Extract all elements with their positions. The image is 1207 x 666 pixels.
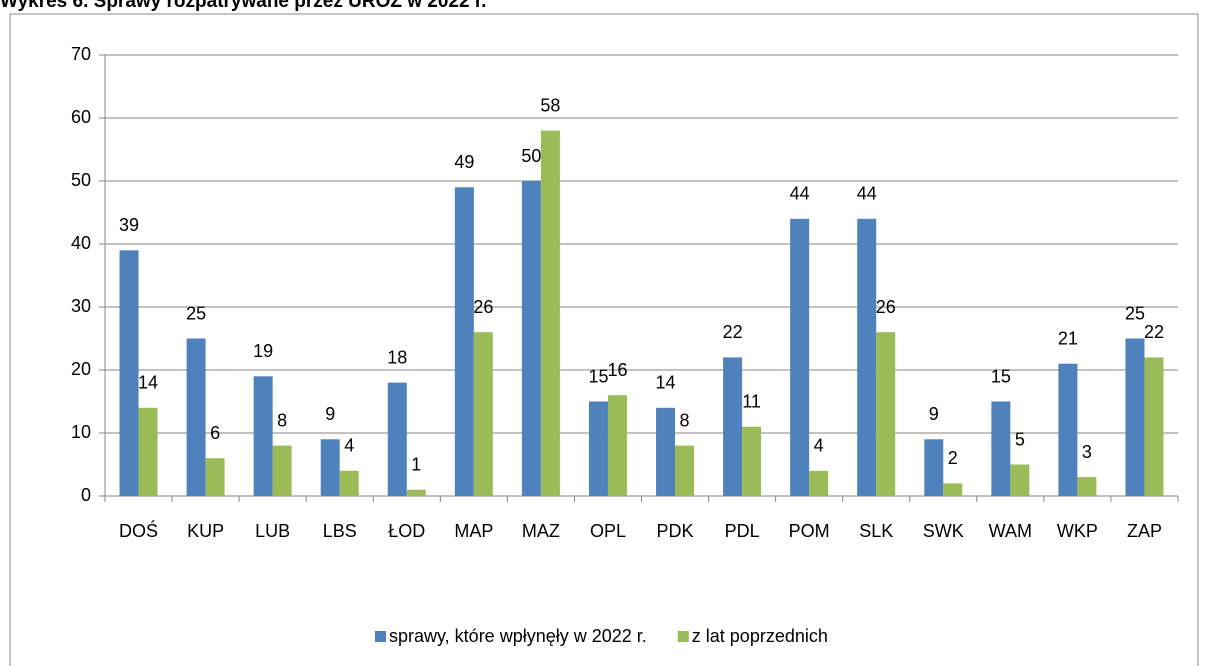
data-label: 18: [387, 347, 407, 367]
data-label: 16: [607, 360, 627, 380]
bar: [588, 401, 608, 496]
data-label: 39: [119, 215, 139, 235]
bar: [1010, 464, 1030, 496]
y-tick-label: 50: [71, 170, 91, 190]
x-tick-label: KUP: [187, 521, 224, 541]
data-label: 8: [277, 410, 287, 430]
bar: [876, 332, 896, 496]
data-label: 4: [814, 436, 824, 456]
bar: [1077, 477, 1097, 496]
legend-label: sprawy, które wpłynęły w 2022 r.: [389, 626, 647, 646]
data-label: 14: [138, 373, 158, 393]
data-label: 8: [680, 410, 690, 430]
bar: [138, 407, 158, 496]
y-tick-label: 60: [71, 107, 91, 127]
data-label: 3: [1082, 442, 1092, 462]
bar: [406, 489, 426, 496]
bar: [272, 445, 292, 496]
x-tick-label: WKP: [1057, 521, 1098, 541]
bar: [186, 338, 206, 496]
bar: [119, 250, 139, 496]
x-tick-label: DOŚ: [119, 520, 158, 541]
data-label: 49: [454, 152, 474, 172]
y-tick-label: 0: [81, 485, 91, 505]
chart-border: [9, 13, 1199, 666]
data-label: 14: [656, 373, 676, 393]
data-label: 15: [588, 366, 608, 386]
x-tick-label: LUB: [255, 521, 290, 541]
x-tick-label: ZAP: [1127, 521, 1162, 541]
bar: [675, 445, 695, 496]
data-label: 58: [540, 95, 560, 115]
bar: [1058, 363, 1078, 496]
bar: [320, 439, 340, 496]
bar: [253, 376, 273, 496]
bar: [205, 458, 225, 496]
data-label: 2: [948, 448, 958, 468]
y-tick-label: 20: [71, 359, 91, 379]
x-tick-label: MAP: [454, 521, 493, 541]
bar: [339, 470, 359, 496]
legend-swatch: [677, 631, 689, 642]
data-label: 44: [790, 184, 810, 204]
x-tick-label: MAZ: [522, 521, 560, 541]
bar: [521, 181, 541, 496]
bar: [1125, 338, 1145, 496]
bar: [924, 439, 944, 496]
data-label: 9: [929, 404, 939, 424]
data-label: 19: [253, 341, 273, 361]
bar: [790, 218, 810, 497]
data-label: 50: [521, 146, 541, 166]
data-label: 22: [723, 322, 743, 342]
x-tick-label: ŁOD: [388, 521, 425, 541]
bar: [943, 483, 963, 496]
legend-swatch: [375, 631, 386, 642]
x-tick-label: POM: [789, 521, 830, 541]
bar: [454, 187, 474, 497]
bar: [991, 401, 1011, 496]
data-label: 25: [186, 303, 206, 323]
bar: [809, 470, 829, 496]
bar: [473, 332, 493, 496]
x-tick-label: SLK: [859, 521, 893, 541]
data-label: 9: [325, 404, 335, 424]
y-tick-label: 10: [71, 422, 91, 442]
data-label: 4: [344, 436, 354, 456]
data-label: 15: [991, 366, 1011, 386]
x-tick-label: PDL: [725, 521, 760, 541]
bar: [656, 407, 676, 496]
bar: [540, 130, 560, 496]
data-label: 26: [473, 297, 493, 317]
x-tick-label: PDK: [657, 521, 694, 541]
bar: [723, 357, 743, 496]
x-tick-label: SWK: [923, 521, 964, 541]
bar: [857, 218, 877, 497]
data-label: 26: [876, 297, 896, 317]
bar: [742, 426, 762, 496]
data-label: 1: [411, 454, 421, 474]
x-tick-label: LBS: [323, 521, 357, 541]
data-label: 22: [1144, 322, 1164, 342]
data-label: 11: [742, 391, 761, 411]
data-label: 6: [210, 423, 220, 443]
data-label: 44: [857, 184, 877, 204]
data-label: 5: [1015, 429, 1025, 449]
x-tick-label: OPL: [590, 521, 626, 541]
data-label: 25: [1125, 303, 1145, 323]
data-label: 21: [1058, 328, 1078, 348]
x-tick-label: WAM: [989, 521, 1032, 541]
y-tick-label: 40: [71, 233, 91, 253]
chart-title: Wykres 6. Sprawy rozpatrywane przez UROZ…: [0, 0, 486, 12]
bar: [607, 395, 627, 496]
legend-label: z lat poprzednich: [692, 626, 828, 646]
y-tick-label: 30: [71, 296, 91, 316]
y-tick-label: 70: [71, 44, 91, 64]
bar: [1144, 357, 1164, 496]
bar: [387, 382, 407, 496]
